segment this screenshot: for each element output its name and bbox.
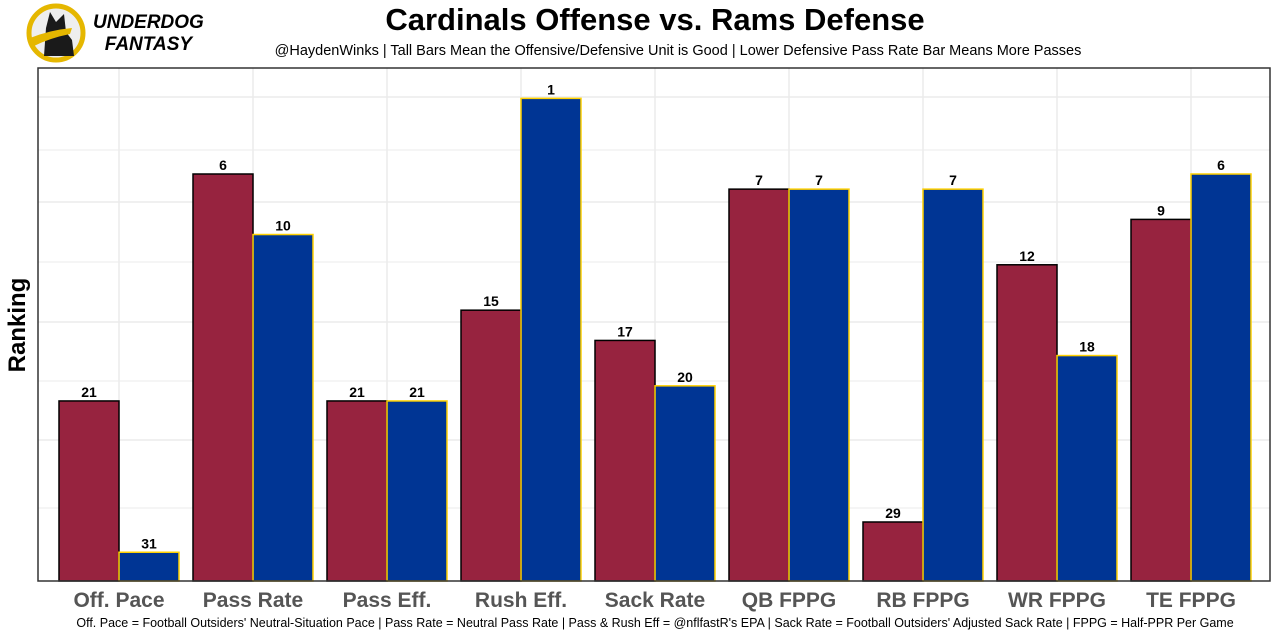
data-label: 21 — [349, 384, 365, 400]
bars — [58, 97, 1252, 582]
offense-bar — [728, 188, 790, 582]
data-label: 7 — [815, 172, 823, 188]
offense-bar — [58, 400, 120, 582]
defense-bar — [1056, 354, 1118, 582]
defense-bar — [118, 551, 180, 582]
x-tick-label: Off. Pace — [73, 589, 164, 612]
data-label: 1 — [547, 81, 555, 97]
data-label: 21 — [409, 384, 425, 400]
x-tick-label: Sack Rate — [605, 589, 705, 612]
x-tick-labels: Off. Pace Pass Rate Pass Eff. Rush Eff. Sack… — [73, 589, 1235, 612]
data-label: 6 — [219, 157, 227, 173]
data-label: 7 — [949, 172, 957, 188]
data-label: 10 — [275, 218, 291, 234]
x-tick-label: WR FPPG — [1008, 589, 1106, 612]
data-label: 15 — [483, 293, 499, 309]
data-label: 31 — [141, 535, 157, 551]
data-label: 17 — [617, 323, 633, 339]
data-label: 12 — [1019, 248, 1035, 264]
defense-bar — [1190, 173, 1252, 582]
data-label: 7 — [755, 172, 763, 188]
defense-bar — [520, 97, 582, 582]
data-labels: 21 31 6 10 21 21 15 1 17 20 7 7 29 7 12 18 9 6 — [81, 81, 1225, 551]
offense-bar — [594, 339, 656, 582]
data-label: 21 — [81, 384, 97, 400]
x-tick-label: QB FPPG — [742, 589, 837, 612]
plot-border — [37, 67, 1271, 582]
x-tick-label: Rush Eff. — [475, 589, 567, 612]
offense-bar — [326, 400, 388, 582]
chart-subtitle: @HaydenWinks | Tall Bars Mean the Offens… — [274, 43, 1082, 59]
data-label: 29 — [885, 505, 901, 521]
offense-bar — [192, 173, 254, 582]
offense-bar — [460, 309, 522, 582]
y-axis-label: Ranking — [4, 278, 31, 373]
data-label: 6 — [1217, 157, 1225, 173]
defense-bar — [252, 233, 314, 582]
data-label: 18 — [1079, 339, 1095, 355]
chart-caption: Off. Pace = Football Outsiders' Neutral-… — [76, 616, 1234, 630]
x-tick-label: Pass Eff. — [343, 589, 432, 612]
x-tick-label: RB FPPG — [876, 589, 969, 612]
defense-bar — [654, 385, 716, 582]
x-tick-label: Pass Rate — [203, 589, 303, 612]
logo-text: UNDERDOG FANTASY — [93, 12, 204, 55]
x-tick-label: TE FPPG — [1146, 589, 1236, 612]
offense-bar — [862, 521, 924, 582]
data-label: 9 — [1157, 202, 1165, 218]
defense-bar — [788, 188, 850, 582]
data-label: 20 — [677, 369, 693, 385]
defense-bar — [386, 400, 448, 582]
chart-title: Cardinals Offense vs. Rams Defense — [385, 2, 925, 37]
offense-bar — [996, 264, 1058, 582]
underdog-logo — [26, 3, 86, 63]
defense-bar — [922, 188, 984, 582]
offense-bar — [1130, 218, 1192, 582]
